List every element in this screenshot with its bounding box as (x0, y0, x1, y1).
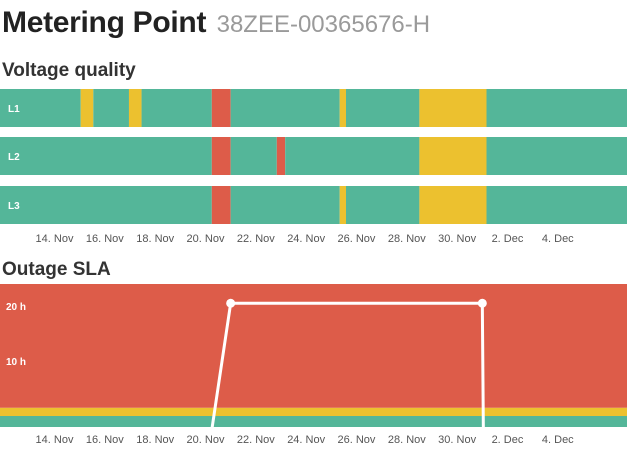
y-tick-label: 20 h (6, 302, 26, 313)
metering-point-title: Metering Point (2, 6, 207, 39)
x-tick-label: 28. Nov (388, 233, 426, 245)
phase-row-l1: L1 (0, 89, 627, 127)
outage-line (0, 301, 627, 432)
segment-l1-good (230, 89, 340, 127)
segment-l2-warning (419, 137, 487, 175)
outage-point-marker (226, 298, 236, 308)
segment-l3-warning (339, 186, 346, 224)
x-tick-label: 18. Nov (136, 233, 174, 245)
x-tick-label: 18. Nov (136, 434, 174, 446)
x-tick-label: 2. Dec (492, 434, 524, 446)
x-tick-label: 14. Nov (36, 434, 74, 446)
x-tick-label: 2. Dec (492, 233, 524, 245)
x-tick-label: 20. Nov (187, 233, 225, 245)
segment-l2-good (486, 137, 627, 175)
x-tick-label: 22. Nov (237, 233, 275, 245)
segment-l1-warning (339, 89, 346, 127)
x-tick-label: 16. Nov (86, 434, 124, 446)
phase-label-l2: L2 (8, 152, 20, 163)
segment-l3-bad (211, 186, 231, 224)
x-tick-label: 30. Nov (438, 434, 476, 446)
segment-l1-good (0, 89, 81, 127)
x-tick-label: 22. Nov (237, 434, 275, 446)
outage-sla-chart: 10 h 20 h 14. Nov 16. Nov 18. Nov 20. Nov 22. … (0, 284, 627, 446)
segment-l3-good (0, 186, 212, 224)
metering-point-id: 38ZEE-00365676-H (216, 11, 431, 38)
x-tick-label: 28. Nov (388, 434, 426, 446)
x-tick-label: 4. Dec (542, 233, 574, 245)
segment-l1-good (141, 89, 212, 127)
phase-label-l3: L3 (8, 201, 20, 212)
voltage-quality-chart: L1 L2 L3 14. Nov 16. Nov 18. Nov 20. Nov 22. No… (0, 89, 627, 245)
voltage-quality-heading: Voltage quality (2, 60, 136, 81)
x-tick-label: 24. Nov (287, 233, 325, 245)
band-warning (0, 407, 627, 416)
outage-point-marker (477, 298, 487, 308)
segment-l1-good (346, 89, 420, 127)
x-tick-label: 14. Nov (36, 233, 74, 245)
segment-l3-warning (419, 186, 487, 224)
segment-l3-good (346, 186, 420, 224)
segment-l1-good (486, 89, 627, 127)
x-tick-label: 30. Nov (438, 233, 476, 245)
band-good (0, 416, 627, 427)
segment-l2-good (285, 137, 420, 175)
outage-sla-heading: Outage SLA (2, 259, 111, 280)
segment-l1-warning (80, 89, 94, 127)
x-tick-label: 16. Nov (86, 233, 124, 245)
segment-l1-warning (128, 89, 142, 127)
segment-l3-good (230, 186, 340, 224)
y-tick-label: 10 h (6, 357, 26, 368)
segment-l2-good (0, 137, 212, 175)
x-tick-label: 4. Dec (542, 434, 574, 446)
phase-row-l2: L2 (0, 137, 627, 175)
segment-l1-bad (211, 89, 231, 127)
segment-l2-bad (276, 137, 286, 175)
segment-l2-bad (211, 137, 231, 175)
segment-l2-good (230, 137, 277, 175)
x-tick-label: 24. Nov (287, 434, 325, 446)
page-title: Metering Point 38ZEE-00365676-H (2, 6, 430, 40)
segment-l3-good (486, 186, 627, 224)
segment-l1-warning (419, 89, 487, 127)
x-tick-label: 26. Nov (338, 434, 376, 446)
phase-row-l3: L3 (0, 186, 627, 224)
segment-l1-good (93, 89, 129, 127)
x-tick-label: 20. Nov (187, 434, 225, 446)
phase-label-l1: L1 (8, 104, 20, 115)
x-tick-label: 26. Nov (338, 233, 376, 245)
